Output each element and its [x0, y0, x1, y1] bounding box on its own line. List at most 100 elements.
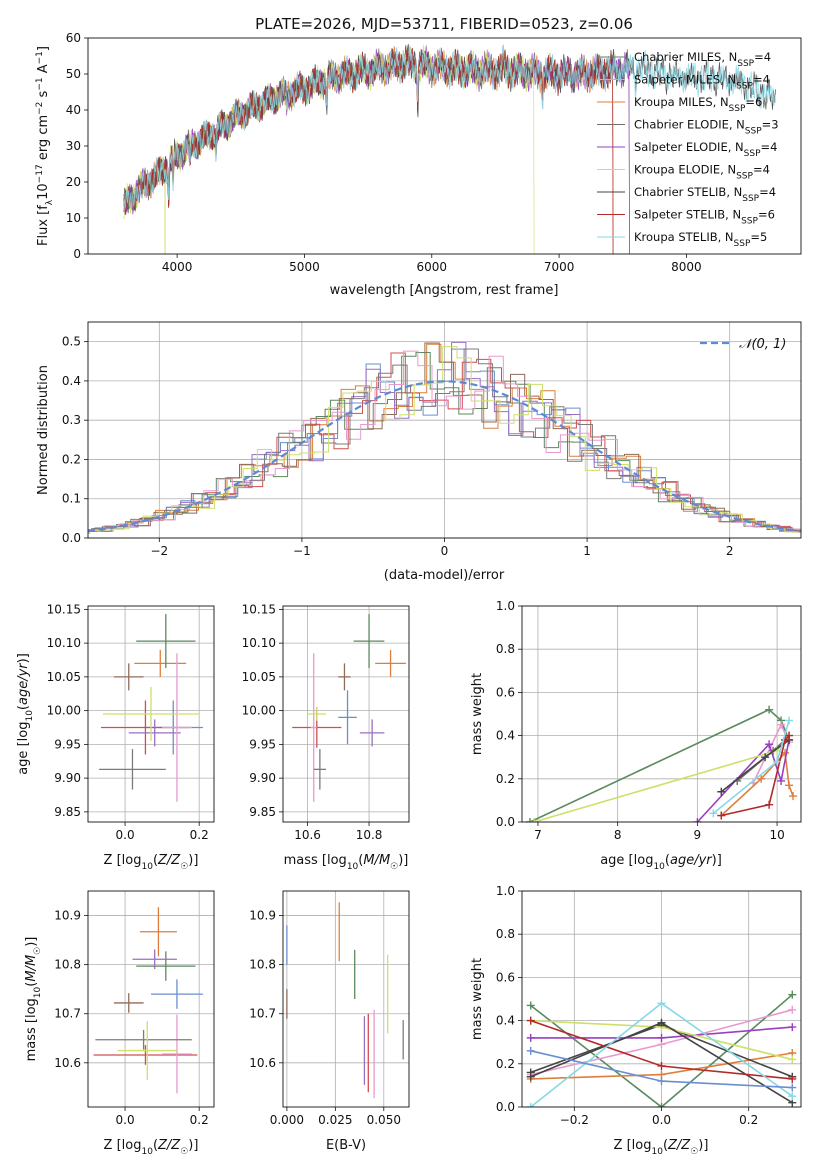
weight-series — [721, 735, 790, 817]
y-tick-label: 10.8 — [249, 958, 276, 972]
y-tick-label: 10.8 — [54, 958, 81, 972]
label-part: )] — [188, 853, 198, 868]
x-axis-label: (data-model)/error — [384, 568, 505, 583]
y-tick-label: 40 — [66, 103, 81, 117]
z-age-axes: 0.0 0.2 9.85 9.90 9.95 10.00 10.05 10.10 10.15 Z … — [16, 602, 215, 872]
label-part: 10 — [25, 710, 35, 722]
x-tick-label: 10.8 — [356, 828, 383, 842]
x-axis-label: mass [log10(M/M☉)] — [284, 853, 409, 872]
label-part: Z/Z — [157, 853, 181, 868]
weight-marker — [777, 720, 786, 729]
y-tick-label: 0 — [73, 247, 81, 261]
label-part: =6 — [758, 208, 775, 222]
weight-marker — [773, 757, 782, 766]
x-axis-label: Z [log10(Z/Z☉)] — [104, 1138, 199, 1157]
weight-marker — [788, 1023, 797, 1032]
weight-marker — [657, 1103, 666, 1107]
label-part: ( — [24, 982, 39, 987]
label-part: age [log — [600, 853, 653, 868]
legend-entry: Kroupa MILES, NSSP=6 — [634, 95, 762, 114]
label-part: Salpeter ELODIE, N — [634, 140, 744, 154]
y-tick-label: 9.95 — [54, 737, 81, 751]
label-part: ( — [153, 853, 158, 868]
y-tick-label: 0.5 — [62, 335, 81, 349]
label-part: SSP — [736, 82, 753, 92]
plot-area — [88, 341, 801, 534]
label-part: ☉ — [390, 862, 398, 872]
axes-frame — [521, 605, 802, 823]
y-tick-label: 0.1 — [62, 492, 81, 506]
z-weight-axes: −0.2 0.0 0.2 0.0 0.2 0.4 0.6 0.8 1.0 Z [log10(Z/Z… — [470, 884, 802, 1157]
y-tick-label: 10 — [66, 211, 81, 225]
weight-marker — [657, 999, 666, 1008]
y-axis-label: Normed distribution — [36, 365, 51, 495]
label-part: Chabrier MILES, N — [634, 50, 737, 64]
label-part: 10 — [347, 862, 359, 872]
label-part: =4 — [754, 50, 771, 64]
label-part: age [log — [16, 722, 31, 775]
y-axis-label: mass weight — [470, 673, 485, 755]
label-part: ( — [663, 1138, 668, 1153]
label-part: ☉ — [180, 862, 188, 872]
y-tick-label: 1.0 — [496, 599, 515, 613]
legend-entry: Chabrier ELODIE, NSSP=3 — [634, 118, 779, 137]
mass-age-axes: 10.6 10.8 9.85 9.90 9.95 10.00 10.05 10.10 10.15… — [242, 602, 410, 872]
plot-area — [123, 44, 776, 254]
weight-marker — [788, 1083, 797, 1092]
y-tick-label: 0.0 — [496, 815, 515, 829]
x-tick-label: 0.0 — [116, 1113, 135, 1127]
weight-marker — [526, 1046, 535, 1055]
label-part: Salpeter MILES, N — [634, 73, 736, 87]
weight-marker — [657, 1061, 666, 1070]
y-tick-label: 10.7 — [54, 1007, 81, 1021]
label-part: SSP — [742, 194, 759, 204]
x-tick-label: 9 — [694, 828, 702, 842]
y-tick-label: 0.2 — [496, 772, 515, 786]
label-part: 10 — [653, 862, 665, 872]
y-tick-label: 1.0 — [496, 884, 515, 898]
y-tick-label: 10.10 — [242, 636, 276, 650]
weight-marker — [785, 716, 794, 725]
x-axis-label: age [log10(age/yr)] — [600, 853, 722, 872]
x-tick-label: 0.2 — [190, 1113, 209, 1127]
legend-entry: 𝒩(0, 1) — [739, 337, 786, 352]
weight-marker — [757, 774, 766, 783]
x-axis-label: wavelength [Angstrom, rest frame] — [330, 283, 559, 298]
weight-marker — [717, 787, 726, 796]
label-part: )] — [712, 853, 722, 868]
x-tick-label: 10 — [769, 828, 784, 842]
label-part: 10 — [141, 862, 153, 872]
label-part: Kroupa MILES, N — [634, 95, 729, 109]
weight-marker — [526, 1072, 535, 1081]
y-tick-label: 10.05 — [242, 670, 276, 684]
y-tick-label: 10.15 — [47, 602, 81, 616]
weight-marker — [788, 1055, 797, 1064]
label-part: mass [log — [284, 853, 347, 868]
weight-marker — [657, 1033, 666, 1042]
histogram-series — [88, 352, 801, 534]
legend-entry: Kroupa STELIB, NSSP=5 — [634, 230, 767, 249]
axes-frame — [87, 605, 215, 823]
y-tick-label: 20 — [66, 175, 81, 189]
y-tick-label: 0.4 — [62, 374, 81, 388]
x-tick-label: 5000 — [289, 260, 320, 274]
x-tick-label: 6000 — [416, 260, 447, 274]
label-part: SSP — [734, 239, 751, 249]
x-tick-label: 7000 — [544, 260, 575, 274]
label-part: )] — [698, 1138, 708, 1153]
y-tick-label: 10.05 — [47, 670, 81, 684]
label-part: age/yr — [670, 853, 713, 868]
y-tick-label: 10.6 — [54, 1056, 81, 1070]
label-part: Z [log — [614, 1138, 652, 1153]
y-tick-label: 0.2 — [62, 452, 81, 466]
y-tick-label: 10.9 — [249, 909, 276, 923]
weight-marker — [765, 705, 774, 714]
y-tick-label: 50 — [66, 67, 81, 81]
label-part: =4 — [761, 140, 778, 154]
weight-marker — [788, 1074, 797, 1083]
y-tick-label: 0.6 — [496, 970, 515, 984]
ebv-mass-axes: 0.000 0.025 0.050 10.6 10.7 10.8 10.9 E(B-V) — [249, 890, 410, 1153]
x-tick-label: 7 — [534, 828, 542, 842]
x-tick-label: 10.6 — [294, 828, 321, 842]
